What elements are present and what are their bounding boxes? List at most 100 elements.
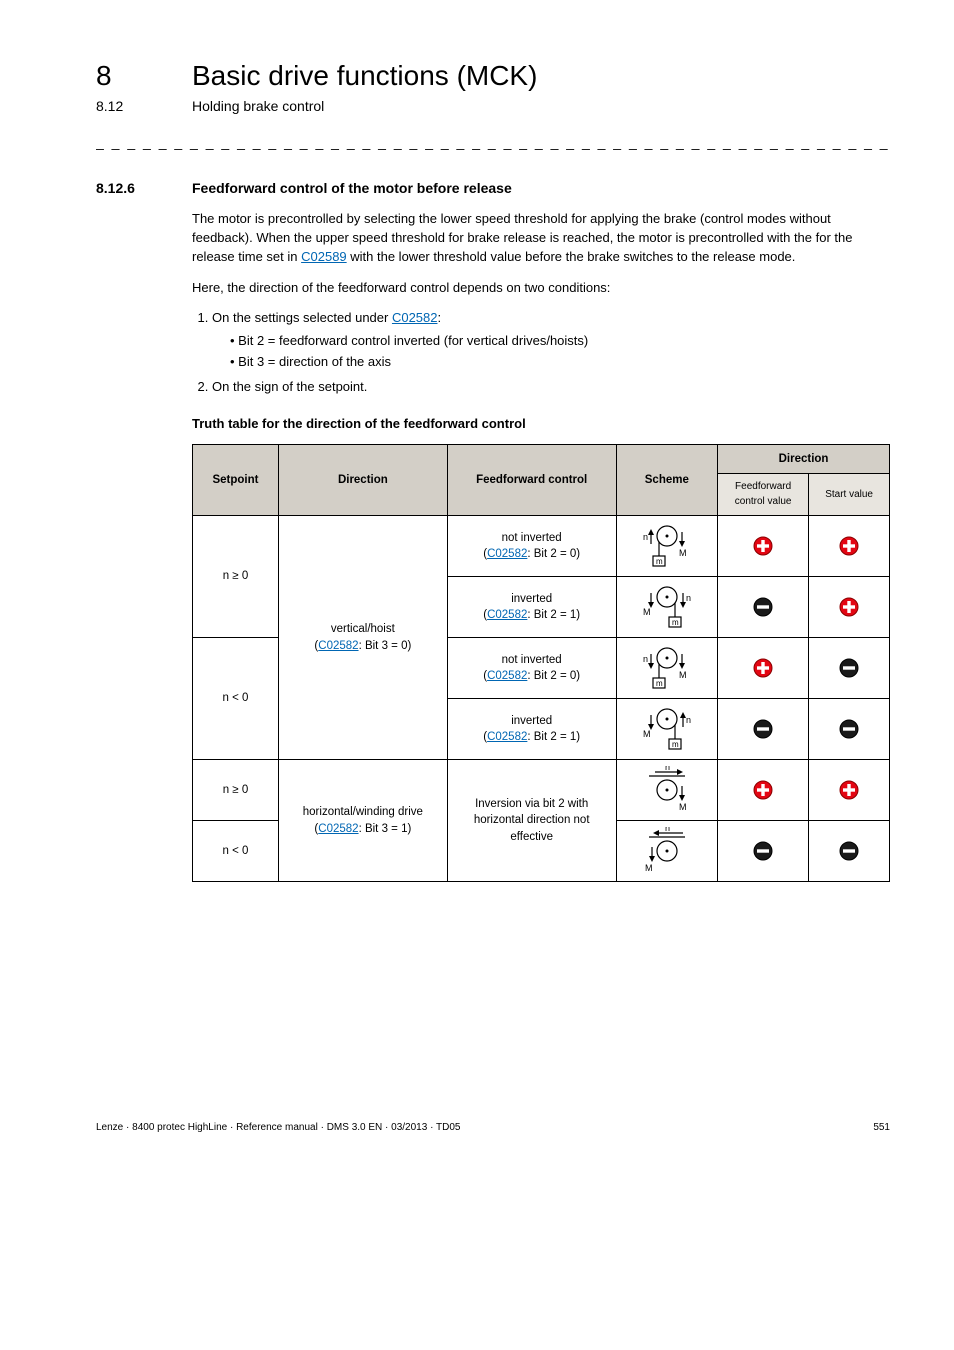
cell-setpoint: n ≥ 0	[193, 760, 279, 821]
cell-start-dir-6	[809, 821, 890, 882]
bullet-2: Bit 3 = direction of the axis	[230, 353, 890, 372]
li1-text-a: On the settings selected under	[212, 310, 392, 325]
subsection-heading: 8.12 Holding brake control	[96, 98, 890, 114]
scheme-icon	[639, 705, 695, 753]
li1-text-b: :	[438, 310, 442, 325]
cell-ff-dir-2	[718, 577, 809, 638]
cell-start-dir-4	[809, 699, 890, 760]
ff-inv-a2: inverted	[511, 715, 552, 727]
minus-icon	[839, 719, 859, 739]
subsection-title: Holding brake control	[192, 98, 324, 114]
ff-notinv-a2: not inverted	[502, 654, 562, 666]
link-c02582-dir-v[interactable]: C02582	[318, 640, 358, 652]
cell-direction-horizontal: horizontal/winding drive (C02582: Bit 3 …	[278, 760, 447, 882]
scheme-icon	[639, 583, 695, 631]
section-number: 8.12.6	[96, 180, 192, 196]
table-title: Truth table for the direction of the fee…	[192, 415, 890, 434]
dir-vert-a: vertical/hoist	[331, 623, 395, 635]
scheme-icon	[639, 522, 695, 570]
link-c02582-ol[interactable]: C02582	[392, 310, 438, 325]
list-item-2: On the sign of the setpoint.	[212, 378, 890, 397]
col-direction-group: Direction	[718, 444, 890, 474]
list-item-1: On the settings selected under C02582: B…	[212, 309, 890, 372]
table-header-row-1: Setpoint Direction Feedforward control S…	[193, 444, 890, 474]
cell-scheme-1	[616, 516, 717, 577]
plus-icon	[753, 780, 773, 800]
cell-ff-dir-3	[718, 638, 809, 699]
table-row: n ≥ 0 vertical/hoist (C02582: Bit 3 = 0)…	[193, 516, 890, 577]
plus-icon	[839, 536, 859, 556]
cell-start-dir-5	[809, 760, 890, 821]
link-c02582-ff-4[interactable]: C02582	[487, 731, 527, 743]
cell-scheme-6	[616, 821, 717, 882]
ff-b21-post2: : Bit 2 = 1)	[527, 731, 580, 743]
minus-icon	[753, 597, 773, 617]
cell-scheme-4	[616, 699, 717, 760]
cell-scheme-2	[616, 577, 717, 638]
cell-scheme-5	[616, 760, 717, 821]
inv-via-a: Inversion via bit 2 with	[475, 798, 588, 810]
cell-ff-dir-5	[718, 760, 809, 821]
chapter-title: Basic drive functions (MCK)	[192, 60, 537, 92]
divider: _ _ _ _ _ _ _ _ _ _ _ _ _ _ _ _ _ _ _ _ …	[96, 134, 890, 150]
cell-ff-inv-via: Inversion via bit 2 with horizontal dire…	[447, 760, 616, 882]
dir-horiz-a: horizontal/winding drive	[303, 806, 423, 818]
cell-setpoint: n < 0	[193, 821, 279, 882]
link-c02582-ff-1[interactable]: C02582	[487, 548, 527, 560]
section-title: Feedforward control of the motor before …	[192, 180, 512, 196]
ff-b21-post: : Bit 2 = 1)	[527, 609, 580, 621]
link-c02582-ff-2[interactable]: C02582	[487, 609, 527, 621]
cell-start-dir-3	[809, 638, 890, 699]
ff-inv-a: inverted	[511, 593, 552, 605]
scheme-icon	[639, 644, 695, 692]
chapter-heading: 8 Basic drive functions (MCK)	[96, 60, 890, 92]
page-footer: Lenze · 8400 protec HighLine · Reference…	[96, 1122, 890, 1133]
bullet-list: Bit 2 = feedforward control inverted (fo…	[212, 332, 890, 372]
ff-b20-post2: : Bit 2 = 0)	[527, 670, 580, 682]
col-setpoint: Setpoint	[193, 444, 279, 516]
paragraph-1: The motor is precontrolled by selecting …	[192, 210, 890, 267]
bullet-1: Bit 2 = feedforward control inverted (fo…	[230, 332, 890, 351]
table-row: n ≥ 0 horizontal/winding drive (C02582: …	[193, 760, 890, 821]
cell-scheme-3	[616, 638, 717, 699]
minus-icon	[753, 841, 773, 861]
cell-start-dir-2	[809, 577, 890, 638]
cell-ff-dir-1	[718, 516, 809, 577]
plus-icon	[753, 658, 773, 678]
ff-b20-post: : Bit 2 = 0)	[527, 548, 580, 560]
footer-left: Lenze · 8400 protec HighLine · Reference…	[96, 1122, 460, 1133]
truth-table: Setpoint Direction Feedforward control S…	[192, 444, 890, 883]
cell-ff-notinv-1: not inverted (C02582: Bit 2 = 0)	[447, 516, 616, 577]
body-content: The motor is precontrolled by selecting …	[192, 210, 890, 882]
section-heading: 8.12.6 Feedforward control of the motor …	[96, 180, 890, 196]
col-scheme: Scheme	[616, 444, 717, 516]
cell-ff-inv-2: inverted (C02582: Bit 2 = 1)	[447, 699, 616, 760]
plus-icon	[839, 780, 859, 800]
plus-icon	[753, 536, 773, 556]
link-c02582-dir-h[interactable]: C02582	[318, 823, 358, 835]
cell-ff-notinv-2: not inverted (C02582: Bit 2 = 0)	[447, 638, 616, 699]
link-c02589[interactable]: C02589	[301, 249, 347, 264]
paragraph-2: Here, the direction of the feedforward c…	[192, 279, 890, 298]
col-feedforward: Feedforward control	[447, 444, 616, 516]
dir-vert-post: : Bit 3 = 0)	[359, 640, 412, 652]
subcol-ff: Feedforward control value	[718, 474, 809, 516]
cell-direction-vertical: vertical/hoist (C02582: Bit 3 = 0)	[278, 516, 447, 760]
link-c02582-ff-3[interactable]: C02582	[487, 670, 527, 682]
inv-via-c: effective	[510, 831, 553, 843]
plus-icon	[839, 597, 859, 617]
minus-icon	[839, 658, 859, 678]
chapter-number: 8	[96, 60, 192, 92]
inv-via-b: horizontal direction not	[474, 814, 590, 826]
cell-setpoint: n ≥ 0	[193, 516, 279, 638]
cell-start-dir-1	[809, 516, 890, 577]
minus-icon	[839, 841, 859, 861]
minus-icon	[753, 719, 773, 739]
cell-ff-inv-1: inverted (C02582: Bit 2 = 1)	[447, 577, 616, 638]
cell-ff-dir-4	[718, 699, 809, 760]
col-direction: Direction	[278, 444, 447, 516]
para1-text-b: with the lower threshold value before th…	[347, 249, 796, 264]
cell-ff-dir-6	[718, 821, 809, 882]
ordered-list: On the settings selected under C02582: B…	[192, 309, 890, 396]
scheme-icon	[639, 827, 695, 875]
